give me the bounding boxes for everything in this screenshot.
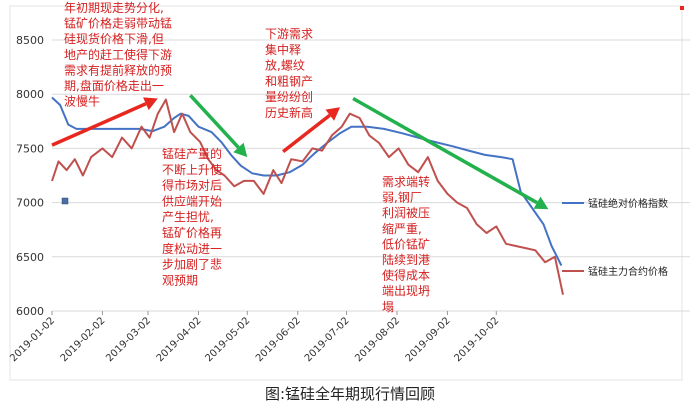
annotation-line: 塌 <box>382 300 394 314</box>
corner-mark <box>680 6 684 10</box>
annotation-line: 得市场对后 <box>162 178 222 193</box>
annotation-line: 产生担忧, <box>162 210 214 224</box>
annotation-line: 硅现货价格下滑,但 <box>64 31 164 46</box>
trend-arrow-shaft <box>189 94 240 149</box>
trend-arrow-3 <box>352 97 549 210</box>
series-line-0 <box>51 96 563 266</box>
trend-arrow-head <box>233 142 248 158</box>
y-tick-label: 7000 <box>16 197 44 210</box>
annotation-line: 和粗钢产 <box>265 74 313 88</box>
annotation-line: 度松动进一 <box>162 241 222 256</box>
annotation-line: 期,盘面价格走出一 <box>64 78 164 93</box>
trend-arrow-head <box>325 107 341 121</box>
y-tick-label: 7500 <box>16 142 44 155</box>
trend-arrow-2 <box>282 107 341 154</box>
annotation-a1: 年初期现走势分化,锰矿价格走弱带动锰硅现货价格下滑,但地产的赶工使得下游需求有提… <box>64 1 172 109</box>
annotation-line: 低价锰矿 <box>382 236 430 251</box>
y-tick-label: 8500 <box>16 34 44 47</box>
trend-arrow-shaft <box>352 97 538 205</box>
annotation-line: 锰矿价格再 <box>162 225 222 240</box>
annotation-layer: 年初期现走势分化,锰矿价格走弱带动锰硅现货价格下滑,但地产的赶工使得下游需求有提… <box>64 1 430 314</box>
annotation-line: 集中释 <box>265 42 301 57</box>
arrow-layer <box>51 94 549 210</box>
annotation-line: 放,螺纹 <box>265 58 305 73</box>
series-line-1 <box>51 98 564 295</box>
annotation-line: 使得成本 <box>382 268 430 283</box>
annotation-line: 利润被压 <box>382 206 430 220</box>
annotation-line: 供应端开始 <box>162 193 222 208</box>
annotation-line: 端出现坍 <box>382 284 430 298</box>
chart-caption: 图:锰硅全年期现行情回顾 <box>265 385 435 403</box>
annotation-line: 需求有提前释放的预 <box>64 62 172 77</box>
annotation-line: 量纷纷创 <box>265 90 313 104</box>
trend-arrow-shaft <box>282 113 331 154</box>
annotation-line: 年初期现走势分化, <box>64 1 164 15</box>
annotation-line: 波慢牛 <box>64 94 100 109</box>
y-axis: 6000 6500 7000 7500 8000 8500 <box>16 34 44 318</box>
annotation-line: 锰硅产量的 <box>162 146 222 161</box>
annotation-a4: 需求端转弱,钢厂利润被压缩严重,低价锰矿陆续到港使得成本端出现坍塌 <box>382 174 430 314</box>
annotation-line: 步加剧了悲 <box>162 257 222 272</box>
annotation-line: 缩严重, <box>382 221 422 236</box>
annotation-line: 陆续到港 <box>382 252 430 267</box>
annotation-line: 下游需求 <box>265 27 313 41</box>
plot-frame <box>9 5 683 381</box>
trend-arrow-head <box>143 97 158 111</box>
annotation-line: 锰矿价格走弱带动锰 <box>64 16 172 31</box>
trend-arrow-0 <box>51 97 158 147</box>
annotation-line: 观预期 <box>162 273 198 287</box>
small-marker <box>61 197 69 205</box>
annotation-a2: 锰硅产量的不断上升使得市场对后供应端开始产生担忧,锰矿价格再度松动进一步加剧了悲… <box>162 146 222 287</box>
y-tick-label: 8000 <box>16 88 44 101</box>
annotation-line: 弱,钢厂 <box>382 191 422 205</box>
trend-arrow-1 <box>189 94 248 158</box>
y-tick-label: 6500 <box>16 251 44 264</box>
annotation-line: 需求端转 <box>382 174 430 189</box>
legend-label: 锰硅绝对价格指数 <box>588 197 668 210</box>
legend-label: 锰硅主力合约价格 <box>588 265 668 278</box>
annotation-a3: 下游需求集中释放,螺纹和粗钢产量纷纷创历史新高 <box>265 27 313 120</box>
y-tick-label: 6000 <box>16 305 44 318</box>
trend-arrow-head <box>533 196 549 210</box>
trend-arrow-shaft <box>51 102 147 147</box>
series-layer <box>51 96 564 295</box>
annotation-line: 不断上升使 <box>162 162 222 177</box>
annotation-line: 历史新高 <box>265 105 313 120</box>
annotation-line: 地产的赶工使得下游 <box>64 47 172 62</box>
